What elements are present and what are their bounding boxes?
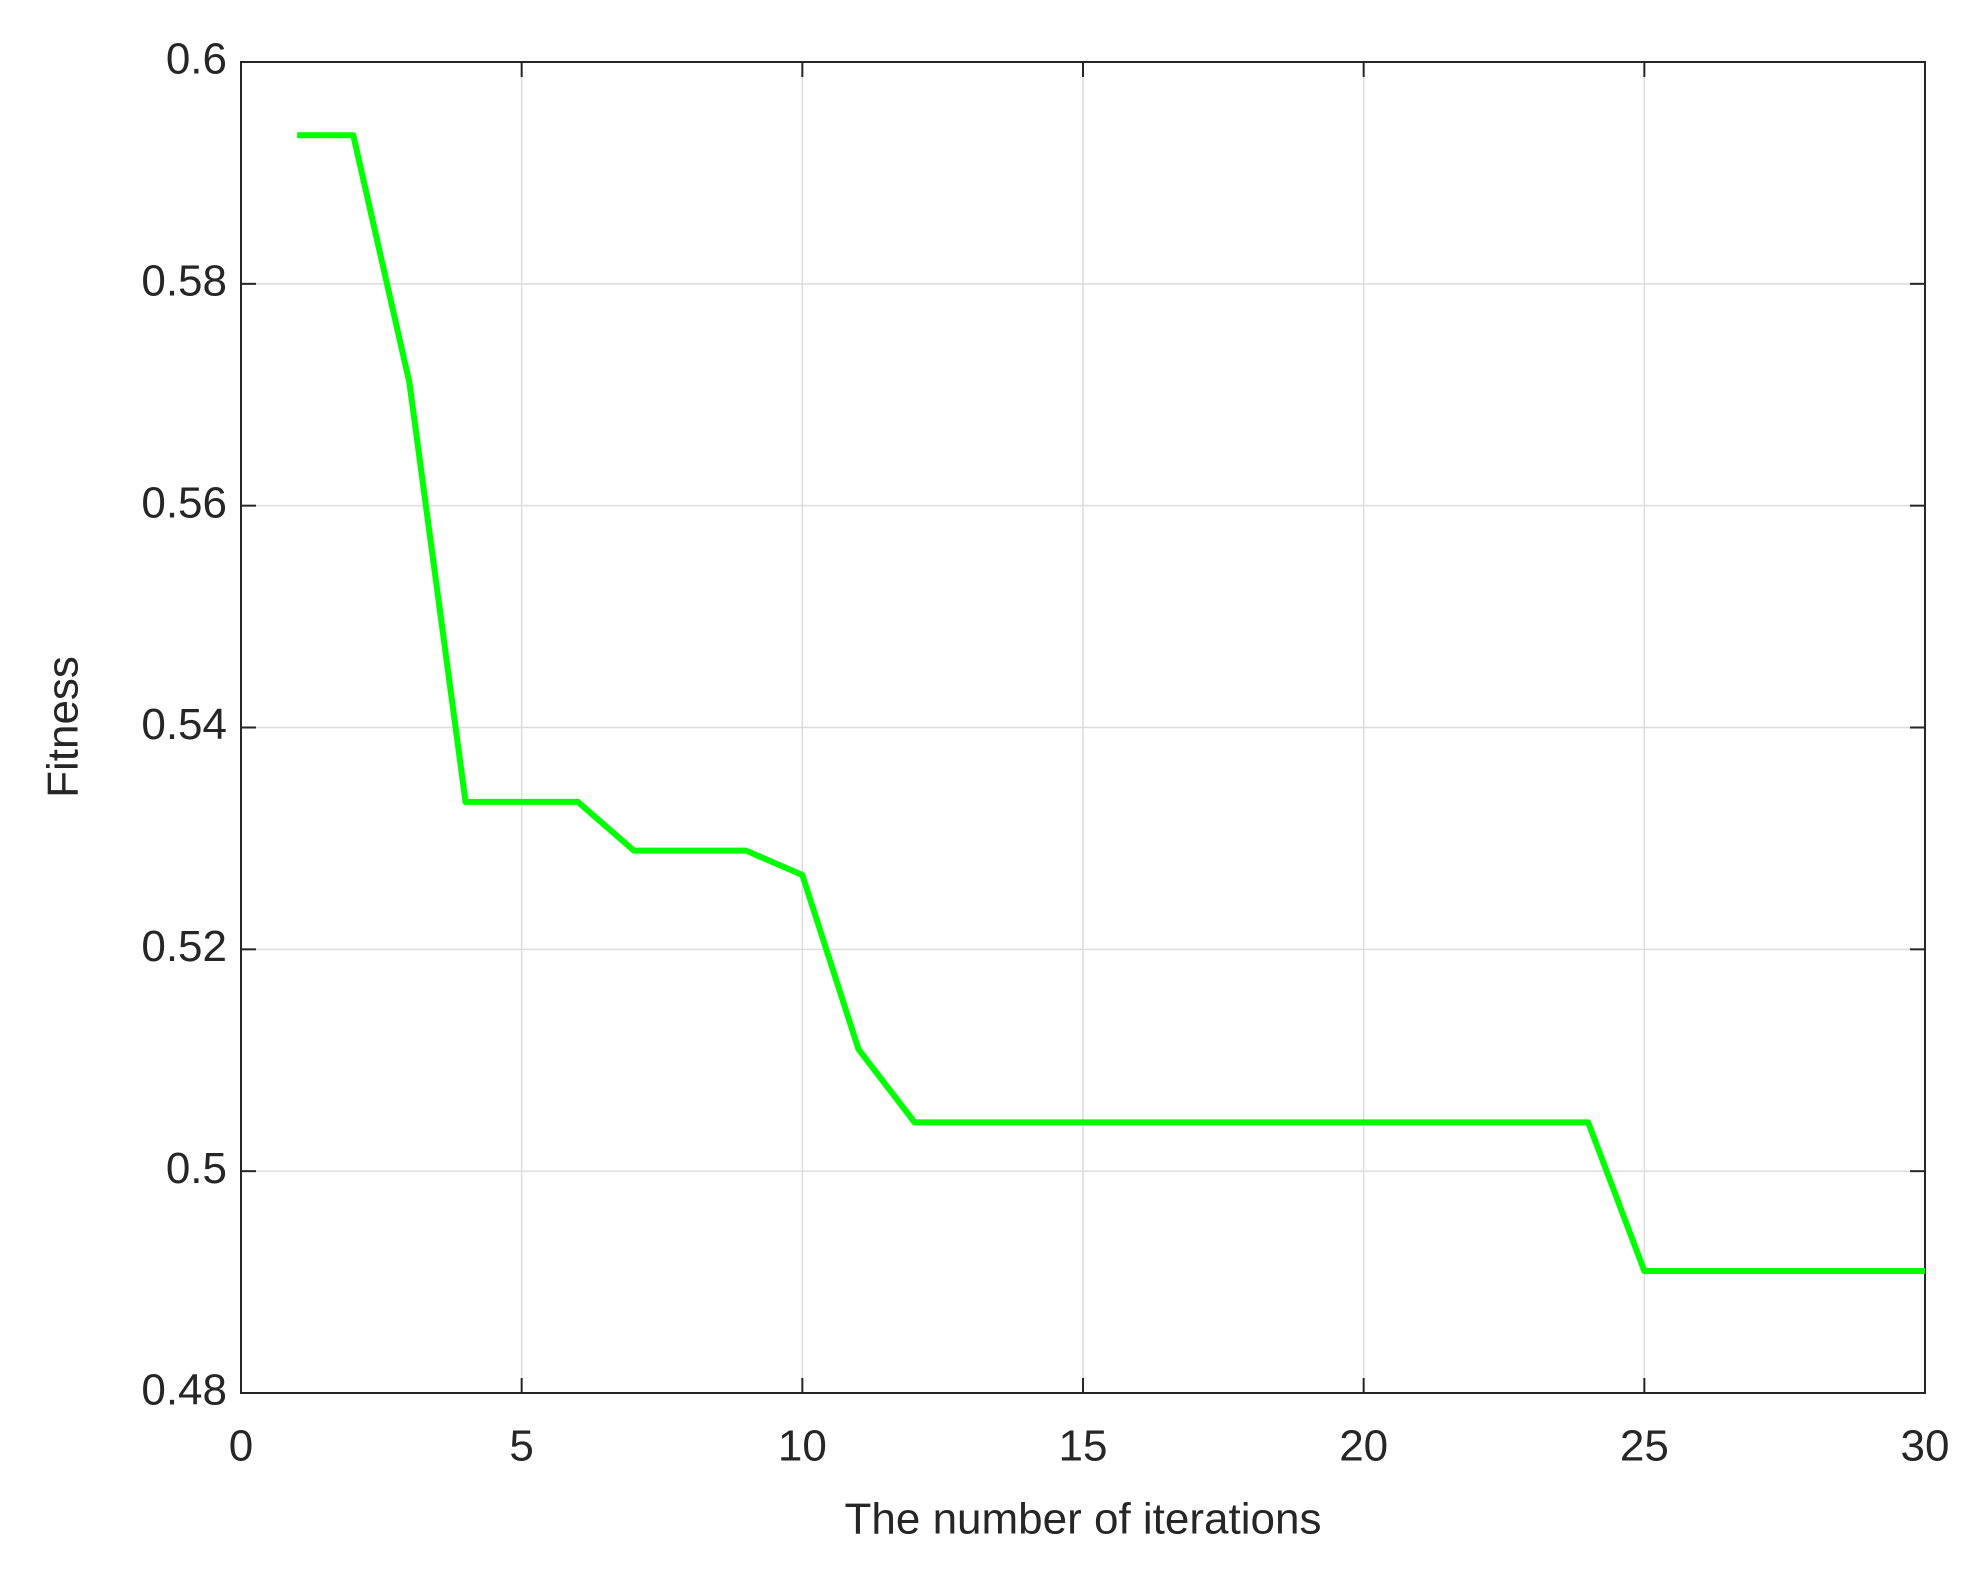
y-tick-label: 0.56 (141, 478, 227, 527)
y-tick-label: 0.6 (166, 35, 227, 84)
plot-frame (240, 61, 1926, 1394)
y-tick-label: 0.58 (141, 256, 227, 305)
y-tick-label: 0.48 (141, 1366, 227, 1415)
y-tick-label: 0.54 (141, 700, 227, 749)
x-tick-label: 15 (1059, 1422, 1108, 1471)
x-tick-label: 10 (778, 1422, 827, 1471)
y-tick-label: 0.5 (166, 1144, 227, 1193)
x-tick-label: 20 (1339, 1422, 1388, 1471)
x-axis-label: The number of iterations (845, 1495, 1322, 1544)
data-line (297, 132, 1925, 1274)
x-tick-label: 30 (1901, 1422, 1950, 1471)
x-tick-label: 5 (509, 1422, 533, 1471)
y-axis-label: Fitness (39, 656, 88, 798)
x-tick-label: 25 (1620, 1422, 1669, 1471)
y-tick-label: 0.52 (141, 922, 227, 971)
x-tick-label: 0 (229, 1422, 253, 1471)
